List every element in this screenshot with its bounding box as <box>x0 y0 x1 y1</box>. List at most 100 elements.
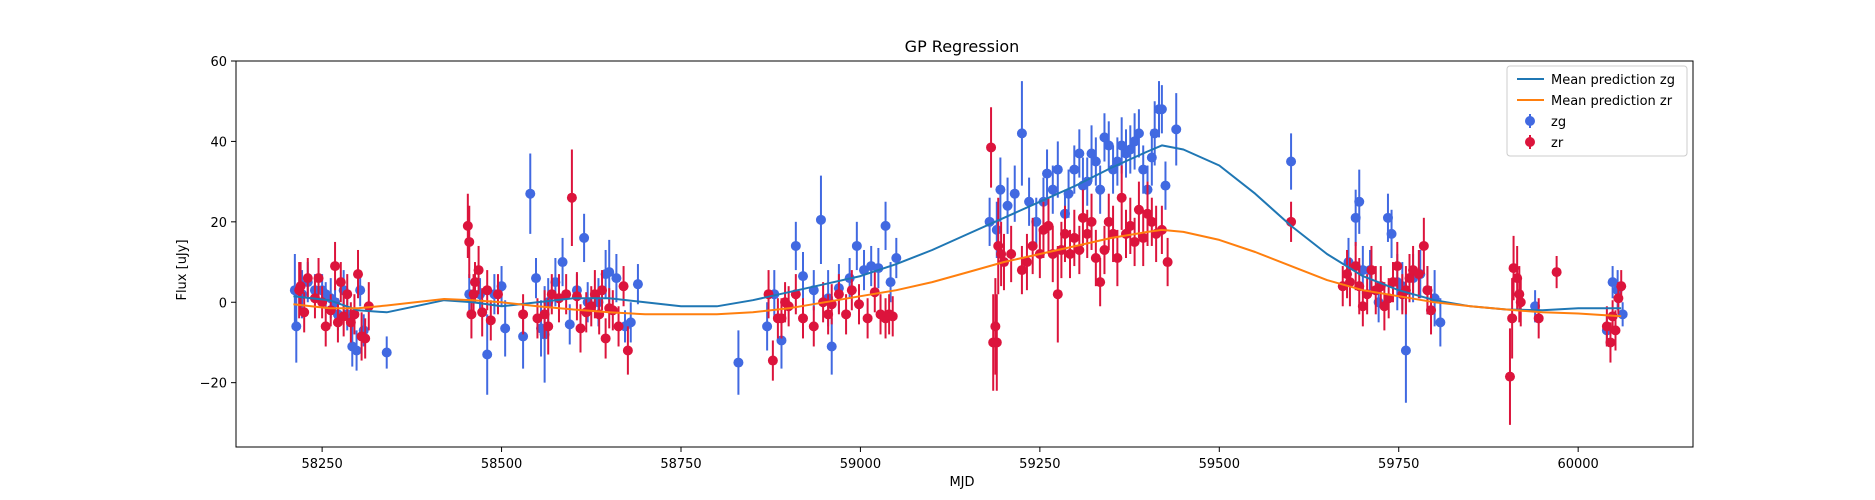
data-point-zr <box>991 337 1002 348</box>
data-point-zg <box>496 281 507 292</box>
data-point-zr <box>470 277 481 288</box>
data-point-zr <box>299 307 310 318</box>
data-point-zg <box>891 253 902 264</box>
data-point-zg <box>1095 184 1106 195</box>
data-point-zr <box>539 309 550 320</box>
data-point-zg <box>381 347 392 358</box>
data-point-zg <box>604 267 615 278</box>
data-point-zr <box>1508 263 1519 274</box>
legend-label: Mean prediction zr <box>1551 94 1673 109</box>
data-point-zr <box>1116 192 1127 203</box>
data-point-zg <box>1024 196 1035 207</box>
x-tick-label: 59750 <box>1378 457 1419 472</box>
data-point-zr <box>466 309 477 320</box>
data-point-zr <box>776 313 787 324</box>
data-point-zr <box>330 261 341 272</box>
data-point-zr <box>1125 220 1136 231</box>
data-point-zr <box>543 321 554 332</box>
data-point-zr <box>1504 371 1515 382</box>
data-point-zr <box>990 321 1001 332</box>
data-point-zr <box>600 333 611 344</box>
data-point-zr <box>783 301 794 312</box>
data-point-zr <box>823 309 834 320</box>
data-point-zg <box>1129 136 1140 147</box>
data-point-zg <box>1052 164 1063 175</box>
data-point-zg <box>1016 128 1027 139</box>
x-tick-label: 60000 <box>1557 457 1598 472</box>
data-point-zr <box>1129 236 1140 247</box>
data-point-zr <box>1344 277 1355 288</box>
data-point-zg <box>851 240 862 251</box>
data-point-zr <box>833 289 844 300</box>
data-point-zr <box>767 355 778 366</box>
data-point-zg <box>550 277 561 288</box>
data-point-zg <box>885 277 896 288</box>
x-tick-label: 59250 <box>1019 457 1060 472</box>
data-point-zg <box>1382 212 1393 223</box>
data-point-zr <box>586 301 597 312</box>
data-point-zr <box>1074 244 1085 255</box>
data-point-zr <box>320 321 331 332</box>
legend: Mean prediction zg Mean prediction zr zg zr <box>1506 65 1688 157</box>
x-tick-label: 59500 <box>1199 457 1240 472</box>
data-point-zg <box>1074 148 1085 159</box>
data-point-zr <box>1551 267 1562 278</box>
data-point-zg <box>1125 144 1136 155</box>
data-point-zr <box>862 313 873 324</box>
data-point-zg <box>525 188 536 199</box>
data-point-zr <box>1021 257 1032 268</box>
data-point-zr <box>1146 216 1157 227</box>
data-point-zg <box>995 184 1006 195</box>
series-zg <box>289 81 1628 403</box>
data-point-zr <box>1610 325 1621 336</box>
data-point-zr <box>607 305 618 316</box>
data-point-zg <box>351 345 362 356</box>
data-point-zg <box>1350 212 1361 223</box>
x-tick-label: 58500 <box>481 457 522 472</box>
y-tick-label: −20 <box>200 377 227 392</box>
data-point-zr <box>1357 301 1368 312</box>
data-point-zg <box>826 341 837 352</box>
data-point-zr <box>1077 212 1088 223</box>
data-point-zr <box>345 317 356 328</box>
legend-label: Mean prediction zg <box>1551 73 1675 88</box>
data-point-zg <box>1138 164 1149 175</box>
data-point-zr <box>335 277 346 288</box>
data-point-zr <box>1016 265 1027 276</box>
data-point-zr <box>1027 240 1038 251</box>
data-point-zg <box>1160 180 1171 191</box>
data-point-zr <box>1103 216 1114 227</box>
data-point-zr <box>518 309 529 320</box>
data-point-zr <box>575 323 586 334</box>
data-point-zr <box>338 311 349 322</box>
data-point-zg <box>1103 140 1114 151</box>
data-point-zg <box>1400 345 1411 356</box>
data-point-zg <box>1435 317 1446 328</box>
data-point-zr <box>1095 277 1106 288</box>
data-point-zr <box>1413 269 1424 280</box>
data-point-zr <box>1507 313 1518 324</box>
data-point-zr <box>1350 261 1361 272</box>
data-point-zg <box>625 317 636 328</box>
data-point-zr <box>1052 289 1063 300</box>
data-point-zr <box>1515 297 1526 308</box>
legend-box <box>1506 65 1688 157</box>
data-point-zg <box>1063 188 1074 199</box>
data-point-zr <box>1086 216 1097 227</box>
data-point-zr <box>1418 240 1429 251</box>
data-point-zg <box>1086 148 1097 159</box>
data-point-zr <box>561 289 572 300</box>
data-point-zr <box>1099 244 1110 255</box>
y-tick-label: 0 <box>219 296 227 311</box>
data-point-zg <box>1090 156 1101 167</box>
data-point-zg <box>500 323 511 334</box>
data-point-zr <box>1069 232 1080 243</box>
y-tick-label: 20 <box>210 216 227 231</box>
data-point-zg <box>1002 200 1013 211</box>
data-point-zr <box>846 285 857 296</box>
data-point-zr <box>1082 228 1093 239</box>
legend-label: zr <box>1551 136 1564 151</box>
data-point-zg <box>1607 277 1618 288</box>
data-point-zr <box>1426 305 1437 316</box>
